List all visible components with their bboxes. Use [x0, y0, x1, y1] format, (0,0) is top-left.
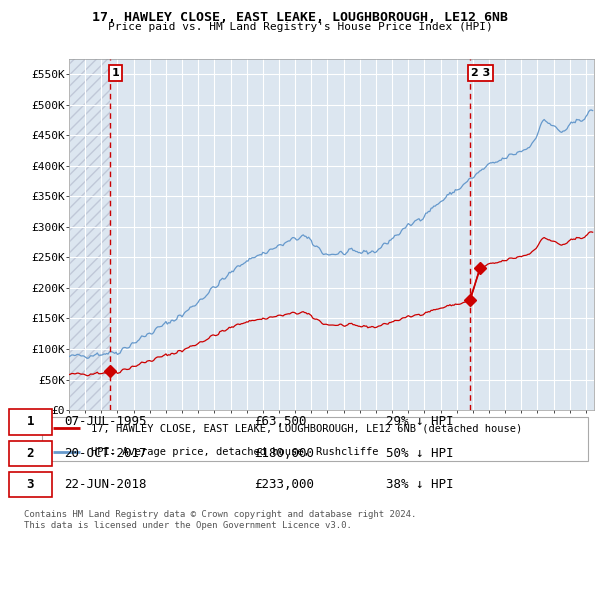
- Text: Contains HM Land Registry data © Crown copyright and database right 2024.
This d: Contains HM Land Registry data © Crown c…: [24, 510, 416, 530]
- Text: 50% ↓ HPI: 50% ↓ HPI: [386, 447, 454, 460]
- FancyBboxPatch shape: [9, 472, 52, 497]
- Text: 1: 1: [26, 415, 34, 428]
- Text: 22-JUN-2018: 22-JUN-2018: [64, 478, 146, 491]
- Text: 2: 2: [26, 447, 34, 460]
- Text: 2 3: 2 3: [471, 68, 490, 78]
- Text: 20-OCT-2017: 20-OCT-2017: [64, 447, 146, 460]
- FancyBboxPatch shape: [9, 409, 52, 435]
- Text: 1: 1: [112, 68, 119, 78]
- FancyBboxPatch shape: [42, 417, 588, 461]
- Text: 17, HAWLEY CLOSE, EAST LEAKE, LOUGHBOROUGH, LE12 6NB (detached house): 17, HAWLEY CLOSE, EAST LEAKE, LOUGHBOROU…: [91, 423, 523, 433]
- Text: 38% ↓ HPI: 38% ↓ HPI: [386, 478, 454, 491]
- Bar: [69, 59, 110, 410]
- Text: 29% ↓ HPI: 29% ↓ HPI: [386, 415, 454, 428]
- Text: Price paid vs. HM Land Registry's House Price Index (HPI): Price paid vs. HM Land Registry's House …: [107, 22, 493, 32]
- Text: 17, HAWLEY CLOSE, EAST LEAKE, LOUGHBOROUGH, LE12 6NB: 17, HAWLEY CLOSE, EAST LEAKE, LOUGHBOROU…: [92, 11, 508, 24]
- Text: £63,500: £63,500: [254, 415, 307, 428]
- Text: HPI: Average price, detached house, Rushcliffe: HPI: Average price, detached house, Rush…: [91, 447, 379, 457]
- Text: £180,000: £180,000: [254, 447, 314, 460]
- Text: 07-JUL-1995: 07-JUL-1995: [64, 415, 146, 428]
- FancyBboxPatch shape: [9, 441, 52, 466]
- Text: £233,000: £233,000: [254, 478, 314, 491]
- Text: 3: 3: [26, 478, 34, 491]
